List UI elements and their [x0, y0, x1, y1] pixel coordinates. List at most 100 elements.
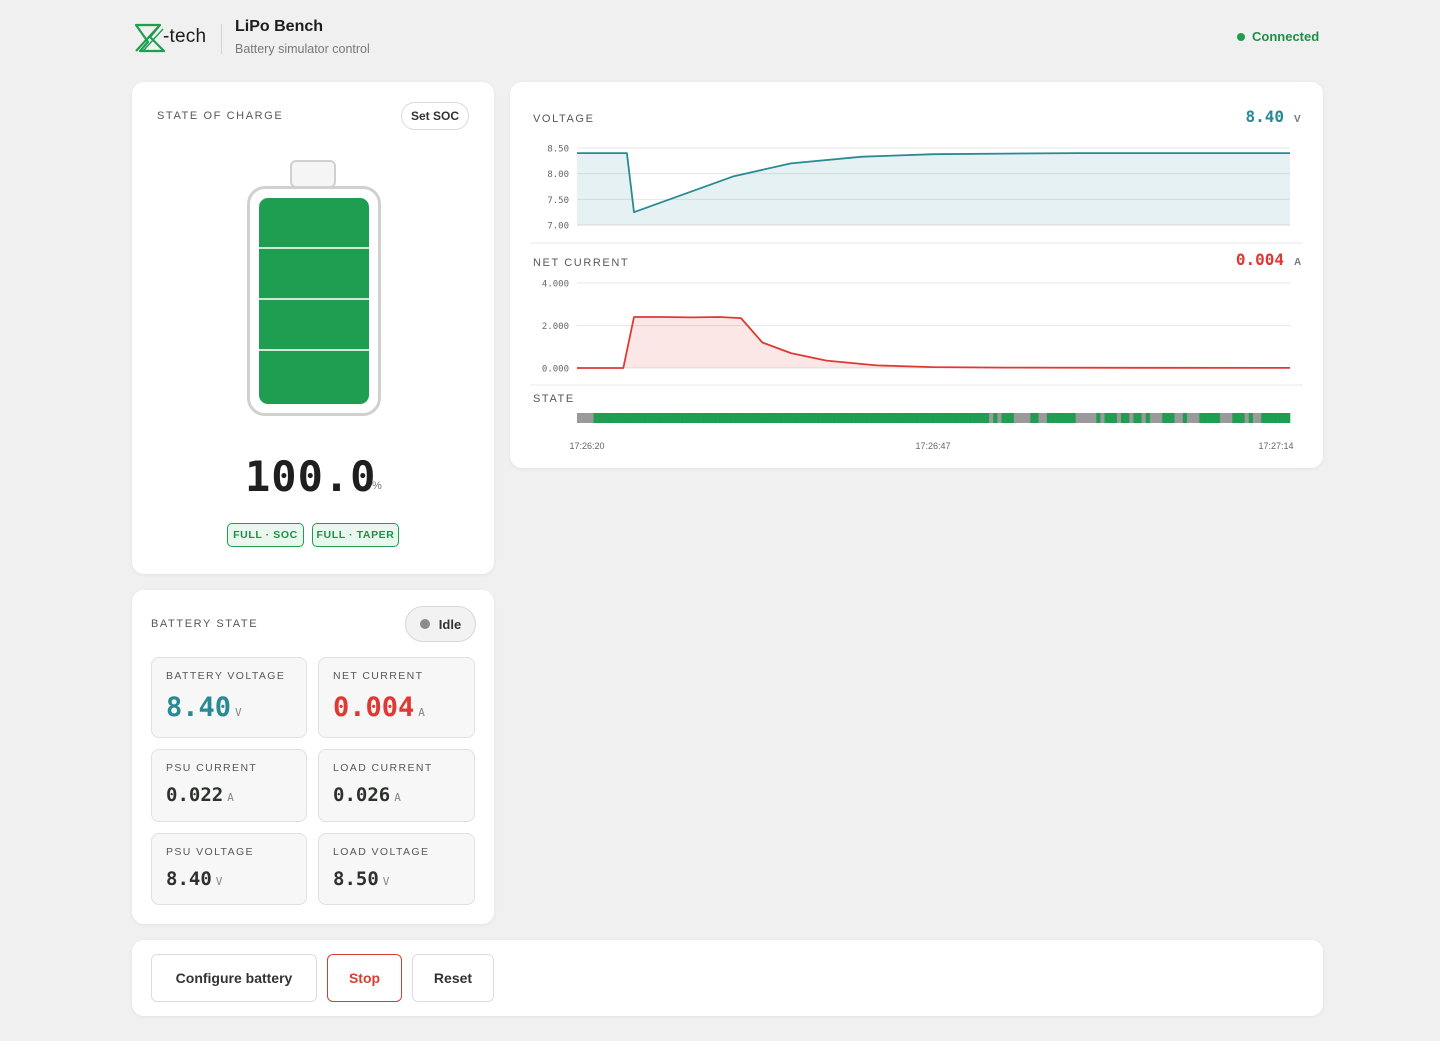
x-tech-logo-icon — [134, 23, 166, 53]
state-segment — [1261, 413, 1266, 423]
state-segment — [873, 413, 879, 423]
state-segment — [651, 413, 656, 423]
state-segment — [605, 413, 611, 423]
state-segment — [910, 413, 916, 423]
state-segment — [626, 413, 631, 423]
state-segment — [1207, 413, 1212, 423]
series-line — [577, 316, 1291, 369]
chart-title: NET CURRENT — [533, 257, 629, 269]
state-segment — [1050, 413, 1056, 423]
battery-state-label: BATTERY STATE — [151, 618, 259, 630]
state-segment — [795, 413, 800, 423]
state-segment — [1034, 413, 1039, 423]
state-segment — [647, 413, 652, 423]
state-segment — [807, 413, 813, 423]
state-segment — [1215, 413, 1221, 423]
state-segment — [861, 413, 866, 423]
state-segment — [766, 413, 771, 423]
state-segment — [708, 413, 714, 423]
state-segment — [700, 413, 706, 423]
state-segment — [1252, 413, 1258, 423]
state-segment — [1277, 413, 1283, 423]
set-soc-button[interactable]: Set SOC — [401, 102, 469, 130]
state-segment — [729, 413, 734, 423]
state-segment — [601, 413, 607, 423]
state-segment — [976, 413, 982, 423]
stop-button[interactable]: Stop — [327, 954, 402, 1002]
state-segment — [737, 413, 743, 423]
state-segment — [630, 413, 635, 423]
state-segment — [684, 413, 689, 423]
state-segment — [1219, 413, 1225, 423]
state-segment — [927, 413, 932, 423]
state-segment — [787, 413, 792, 423]
state-segment — [614, 413, 619, 423]
state-segment — [1125, 413, 1130, 423]
battery-voltage-value: 8.40 V — [166, 692, 242, 723]
state-segment — [1285, 413, 1291, 423]
state-segment — [758, 413, 763, 423]
state-segment — [828, 413, 833, 423]
state-segment — [935, 413, 940, 423]
state-segment — [968, 413, 973, 423]
state-segment — [989, 413, 994, 423]
configure-battery-button[interactable]: Configure battery — [151, 954, 317, 1002]
load-current-tile: LOAD CURRENT 0.026 A — [318, 749, 475, 822]
net-current-value: 0.004 A — [333, 692, 425, 723]
state-segment — [1075, 413, 1081, 423]
state-segment — [1083, 413, 1089, 423]
telemetry-chart-card: VOLTAGE 8.40 V 8.50 8.00 7.50 7.00 NET CURRENT 0… — [510, 82, 1323, 468]
app-title: LiPo Bench — [235, 18, 324, 35]
state-segment — [1186, 413, 1192, 423]
state-segment — [589, 413, 594, 423]
state-segment — [886, 413, 891, 423]
state-segment — [1158, 413, 1163, 423]
state-segment — [659, 413, 664, 423]
state-segment — [1088, 413, 1093, 423]
series-line — [577, 152, 1290, 214]
state-segment — [890, 413, 895, 423]
y-tick-label: 0.000 — [542, 365, 569, 375]
state-segment — [952, 413, 957, 423]
state-of-charge-card: STATE OF CHARGE Set SOC 100.0 % FULL · S… — [132, 82, 494, 574]
state-segment — [655, 413, 660, 423]
battery-cap — [290, 160, 336, 188]
state-segment — [1199, 413, 1204, 423]
connection-label: Connected — [1252, 29, 1320, 44]
state-segment — [1265, 413, 1270, 423]
state-segment — [919, 413, 924, 423]
y-tick-label: 7.00 — [547, 222, 569, 232]
state-segment — [906, 413, 912, 423]
state-segment — [1149, 413, 1155, 423]
state-segment — [1009, 413, 1015, 423]
logo-text: -tech — [163, 26, 207, 47]
metric-label: LOAD VOLTAGE — [333, 846, 430, 858]
state-segment — [923, 413, 928, 423]
reset-button[interactable]: Reset — [412, 954, 494, 1002]
soc-unit: % — [372, 480, 382, 492]
state-segment — [816, 413, 821, 423]
state-segment — [1116, 413, 1122, 423]
state-segment — [622, 413, 627, 423]
state-segment — [1191, 413, 1196, 423]
battery-status-badge: Idle — [405, 606, 476, 642]
y-tick-label: 8.50 — [547, 145, 569, 155]
state-segment — [902, 413, 908, 423]
state-segment — [1281, 413, 1287, 423]
chart-unit: V — [1294, 114, 1301, 125]
x-tick-label: 17:26:20 — [569, 441, 604, 451]
state-segment — [721, 413, 726, 423]
state-segment — [820, 413, 825, 423]
state-segment — [1224, 413, 1229, 423]
state-segment — [754, 413, 759, 423]
state-segment — [1211, 413, 1217, 423]
state-segment — [832, 413, 837, 423]
state-segment — [1079, 413, 1085, 423]
state-segment — [1100, 413, 1105, 423]
state-segment — [1112, 413, 1118, 423]
state-segment — [1145, 413, 1151, 423]
battery-status-text: Idle — [438, 616, 462, 632]
state-segment — [1137, 413, 1142, 423]
load-voltage-value: 8.50 V — [333, 868, 390, 890]
state-segment — [667, 413, 673, 423]
